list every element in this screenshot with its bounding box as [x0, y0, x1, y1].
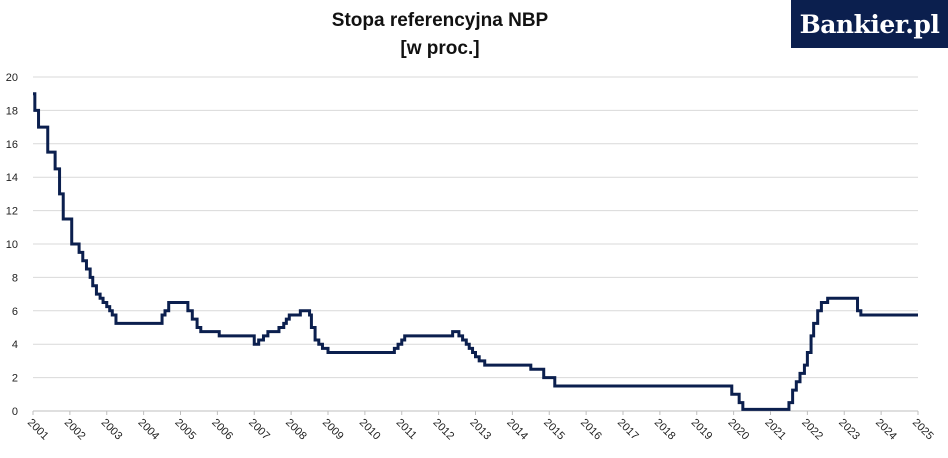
x-tick-label: 2014 — [504, 417, 530, 443]
x-tick-label: 2007 — [246, 417, 272, 443]
x-tick-label: 2006 — [209, 417, 235, 443]
x-tick-label: 2010 — [357, 417, 383, 443]
x-tick-label: 2019 — [689, 417, 715, 443]
x-tick-label: 2017 — [615, 417, 641, 443]
chart-title: Stopa referencyjna NBP — [331, 10, 549, 31]
x-tick-label: 2011 — [394, 417, 419, 442]
chart-subtitle: [w proc.] — [400, 38, 480, 59]
gridlines — [33, 76, 918, 412]
x-tick-label: 2018 — [652, 417, 678, 443]
y-tick-label: 14 — [6, 172, 18, 184]
x-tick-label: 2020 — [726, 417, 752, 443]
x-tick-label: 2015 — [541, 417, 567, 443]
y-tick-label: 10 — [6, 239, 18, 251]
x-tick-label: 2023 — [836, 417, 862, 443]
x-tick-label: 2008 — [283, 417, 309, 443]
y-tick-label: 12 — [6, 206, 18, 218]
x-tick-label: 2012 — [431, 417, 457, 443]
bankier-logo: Bankier.pl — [791, 0, 948, 48]
y-tick-label: 0 — [12, 406, 18, 418]
x-tick-label: 2013 — [467, 417, 493, 443]
x-tick-label: 2002 — [62, 417, 88, 443]
x-tick-label: 2005 — [172, 417, 198, 443]
y-tick-label: 4 — [12, 339, 18, 351]
series-group — [33, 92, 918, 411]
x-tick-label: 2009 — [320, 417, 346, 443]
x-tick-label: 2025 — [910, 417, 936, 443]
x-tick-label: 2003 — [99, 417, 125, 443]
x-tick-label: 2021 — [762, 417, 788, 443]
y-tick-label: 18 — [6, 105, 18, 117]
x-tick-label: 2016 — [578, 417, 604, 443]
y-tick-label: 2 — [12, 373, 18, 385]
x-tick-label: 2004 — [136, 417, 162, 443]
y-tick-label: 16 — [6, 139, 18, 151]
y-tick-label: 8 — [12, 272, 18, 284]
series-line-0 — [33, 92, 918, 411]
x-axis-ticks: 2001 2002 2003 2004 2005 2006 2007 2008 2009 2010… — [25, 411, 936, 442]
x-tick-label: 2001 — [25, 417, 51, 443]
y-tick-label: 20 — [6, 72, 18, 84]
y-axis-ticks: 0 2 4 6 8 10 12 14 16 18 20 — [6, 72, 18, 418]
x-tick-label: 2024 — [873, 417, 899, 443]
x-tick-label: 2022 — [799, 417, 825, 443]
y-tick-label: 6 — [12, 306, 18, 318]
